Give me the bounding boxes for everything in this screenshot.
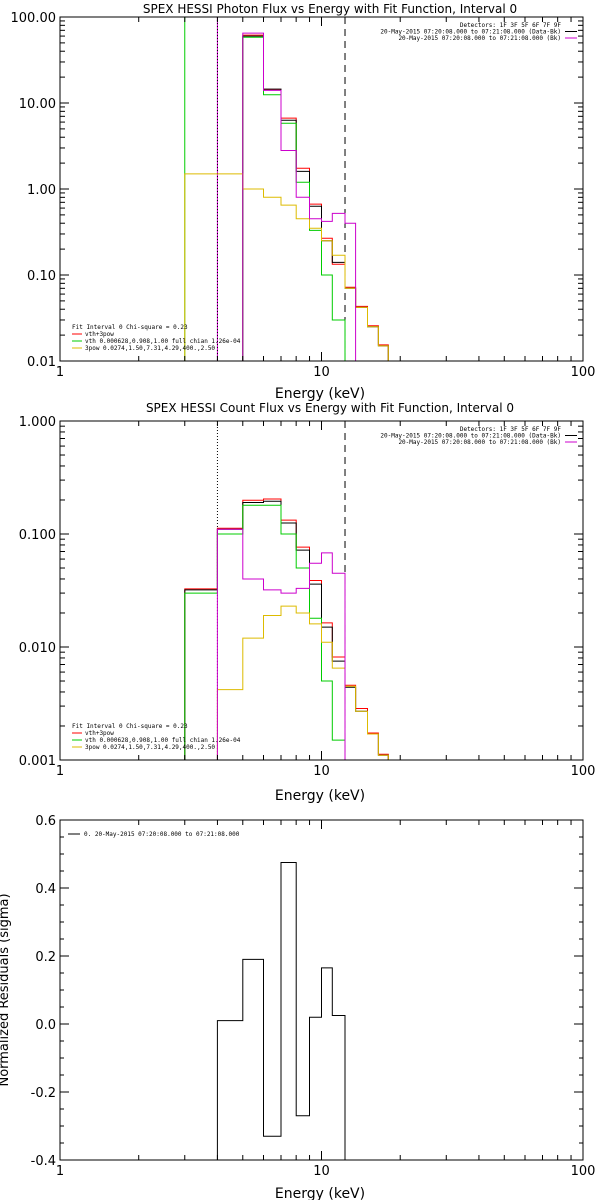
legend-topright-text: 20-May-2015 07:20:08.000 to 07:21:08.000… xyxy=(380,29,561,36)
photon-flux-panel: SPEX HESSI Photon Flux vs Energy with Fi… xyxy=(11,2,596,402)
count-flux-title: SPEX HESSI Count Flux vs Energy with Fit… xyxy=(146,401,514,415)
x-tick-label: 100 xyxy=(571,1164,596,1179)
y-tick-label: 100.00 xyxy=(11,11,57,26)
legend-topright-text: Detectors: 1F 3F 5F 6F 7F 9F xyxy=(460,426,562,433)
legend-bottomleft-text: vth 0.000628,0.908,1.00 full chian 1.26e… xyxy=(85,338,241,345)
y-tick-label: 0.01 xyxy=(27,355,56,370)
residuals-panel: Energy (keV) Normalized Residuals (sigma… xyxy=(0,814,595,1200)
series-vth-3pow xyxy=(184,498,389,760)
series-data xyxy=(242,35,389,361)
y-tick-label: 0.10 xyxy=(27,269,56,284)
legend-bottomleft-text: vth+3pow xyxy=(85,331,114,338)
legend-bottomleft-text: Fit Interval 0 Chi-square = 0.23 xyxy=(72,723,188,730)
count-flux-panel: SPEX HESSI Count Flux vs Energy with Fit… xyxy=(19,401,596,804)
x-tick-label: 10 xyxy=(313,1164,330,1179)
series-vth xyxy=(242,36,356,362)
x-tick-label: 10 xyxy=(313,764,330,779)
x-tick-label: 100 xyxy=(571,764,596,779)
series-bk xyxy=(216,528,346,760)
series-data xyxy=(184,500,389,760)
legend-topright-text: 20-May-2015 07:20:08.000 to 07:21:08.000… xyxy=(398,439,561,446)
y-tick-label: 0.010 xyxy=(19,641,56,656)
legend-bottomleft-text: Fit Interval 0 Chi-square = 0.23 xyxy=(72,324,188,331)
x-tick-label: 1 xyxy=(56,764,64,779)
y-tick-label: 1.00 xyxy=(27,183,56,198)
series-bk xyxy=(242,32,357,361)
series-residual xyxy=(216,862,346,1160)
y-tick-label: 0.001 xyxy=(19,754,56,769)
y-tick-label: 0.100 xyxy=(19,528,56,543)
y-tick-label: 0.0 xyxy=(35,1018,56,1033)
residuals-xlabel: Energy (keV) xyxy=(275,1186,365,1200)
y-tick-label: 0.2 xyxy=(35,950,56,965)
legend-bottomleft-text: 3pow 0.0274,1.50,7.31,4.29,400.,2.50 xyxy=(85,345,215,352)
legend-bottomleft-text: vth+3pow xyxy=(85,730,114,737)
series-3pow xyxy=(184,173,389,361)
legend-topleft-text: 0. 20-May-2015 07:20:08.000 to 07:21:08.… xyxy=(84,831,240,838)
legend-topright-text: Detectors: 1F 3F 5F 6F 7F 9F xyxy=(460,22,562,29)
plot-frame xyxy=(59,16,584,362)
legend-bottomleft-text: vth 0.000628,0.908,1.00 full chian 1.26e… xyxy=(85,737,241,744)
x-tick-label: 1 xyxy=(56,1164,64,1179)
y-tick-label: -0.2 xyxy=(31,1086,56,1101)
x-tick-label: 1 xyxy=(56,365,64,380)
series-vth xyxy=(184,504,346,760)
y-tick-label: 1.000 xyxy=(19,415,56,430)
series-vth-3pow xyxy=(242,34,389,361)
residuals-ylabel: Normalized Residuals (sigma) xyxy=(0,893,12,1086)
legend-topright-text: 20-May-2015 07:20:08.000 to 07:21:08.000… xyxy=(398,35,561,42)
photon-flux-xlabel: Energy (keV) xyxy=(275,386,365,402)
y-tick-label: 10.00 xyxy=(19,97,56,112)
y-tick-label: 0.4 xyxy=(35,882,56,897)
y-tick-label: -0.4 xyxy=(31,1154,56,1169)
legend-topright-text: 20-May-2015 07:20:08.000 to 07:21:08.000… xyxy=(380,433,561,440)
series-3pow xyxy=(184,605,389,761)
y-tick-label: 0.6 xyxy=(35,814,56,829)
photon-flux-title: SPEX HESSI Photon Flux vs Energy with Fi… xyxy=(143,2,517,16)
legend-bottomleft-text: 3pow 0.0274,1.50,7.31,4.29,400.,2.50 xyxy=(85,744,215,751)
x-tick-label: 100 xyxy=(571,365,596,380)
x-tick-label: 10 xyxy=(313,365,330,380)
count-flux-xlabel: Energy (keV) xyxy=(275,788,365,804)
